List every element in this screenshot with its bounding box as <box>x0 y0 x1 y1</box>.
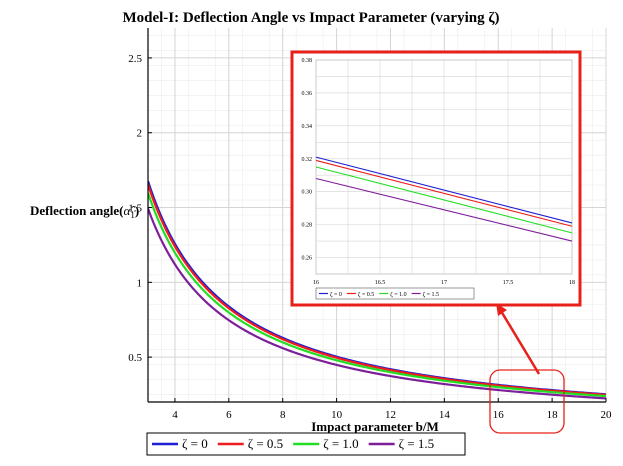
y-axis-label: Deflection angle(α̂1) <box>30 203 139 220</box>
x-tick-label: 8 <box>280 409 286 421</box>
x-tick-label: 10 <box>331 409 343 421</box>
inset-legend: ζ = 0 ζ = 0.5 ζ = 1.0 ζ = 1.5 <box>315 287 475 300</box>
y-tick-label: 2.5 <box>128 53 142 65</box>
series-line-3 <box>148 208 606 400</box>
inset-y-tick-label: 0.32 <box>302 157 313 163</box>
inset-series-line-3 <box>315 177 573 242</box>
inset-grid <box>315 59 573 275</box>
inset-legend-box <box>315 287 475 300</box>
y-tick-label: 1 <box>137 277 143 289</box>
inset-legend-label: ζ = 0.5 <box>358 291 374 298</box>
inset-legend-label: ζ = 0 <box>330 291 342 298</box>
inset-x-tick-label: 16 <box>313 280 319 286</box>
x-axis-label: Impact parameter b/M <box>311 419 439 434</box>
inset-y-tick-label: 0.26 <box>302 256 313 262</box>
x-tick-label: 14 <box>439 409 451 421</box>
x-tick-label: 20 <box>601 409 613 421</box>
legend-label: ζ = 1.5 <box>399 436 434 451</box>
inset-legend-label: ζ = 1.5 <box>423 291 439 298</box>
inset-y-tick-label: 0.34 <box>302 124 313 130</box>
inset-x-tick-label: 18 <box>569 280 575 286</box>
x-tick-label: 18 <box>547 409 559 421</box>
x-tick-label: 16 <box>493 409 505 421</box>
y-tick-label: 0.5 <box>128 352 142 364</box>
main-axes: 4 6 8 10 12 14 16 18 20 0.5 1 1.5 2 2.5 <box>128 28 612 421</box>
inset-y-tick-label: 0.30 <box>302 190 313 196</box>
inset-axes: 16 16.5 17 17.5 18 0.26 0.28 0.30 0.32 0.34 0.36 0.… <box>302 58 576 286</box>
y-tick-label: 2 <box>137 128 143 140</box>
x-tick-label: 12 <box>385 409 396 421</box>
inset-x-tick-label: 17.5 <box>503 280 514 286</box>
zoom-region-highlight <box>489 369 565 434</box>
series-line-1 <box>148 184 606 396</box>
legend-label: ζ = 0 <box>182 436 208 451</box>
legend-label: ζ = 1.0 <box>323 436 358 451</box>
main-legend: ζ = 0 ζ = 0.5 ζ = 1.0 ζ = 1.5 <box>146 432 466 456</box>
inset-series-line-1 <box>315 159 573 227</box>
zoom-arrow <box>499 310 541 375</box>
inset-y-tick-label: 0.38 <box>302 58 313 64</box>
legend-label: ζ = 0.5 <box>248 436 283 451</box>
inset-y-tick-label: 0.36 <box>302 91 313 97</box>
y-tick-label: 1.5 <box>128 203 142 215</box>
inset-series-line-0 <box>315 156 573 224</box>
inset-legend-label: ζ = 1.0 <box>390 291 406 298</box>
chart-title: Model-I: Deflection Angle vs Impact Para… <box>122 10 499 26</box>
main-series-group <box>148 180 606 400</box>
x-tick-label: 6 <box>226 409 232 421</box>
inset-series-group <box>315 156 573 242</box>
series-line-2 <box>148 192 606 398</box>
inset-x-tick-label: 17 <box>441 280 447 286</box>
inset-x-tick-label: 16.5 <box>375 280 386 286</box>
inset-series-line-2 <box>315 166 573 234</box>
x-tick-label: 4 <box>172 409 178 421</box>
inset-y-tick-label: 0.28 <box>302 223 313 229</box>
